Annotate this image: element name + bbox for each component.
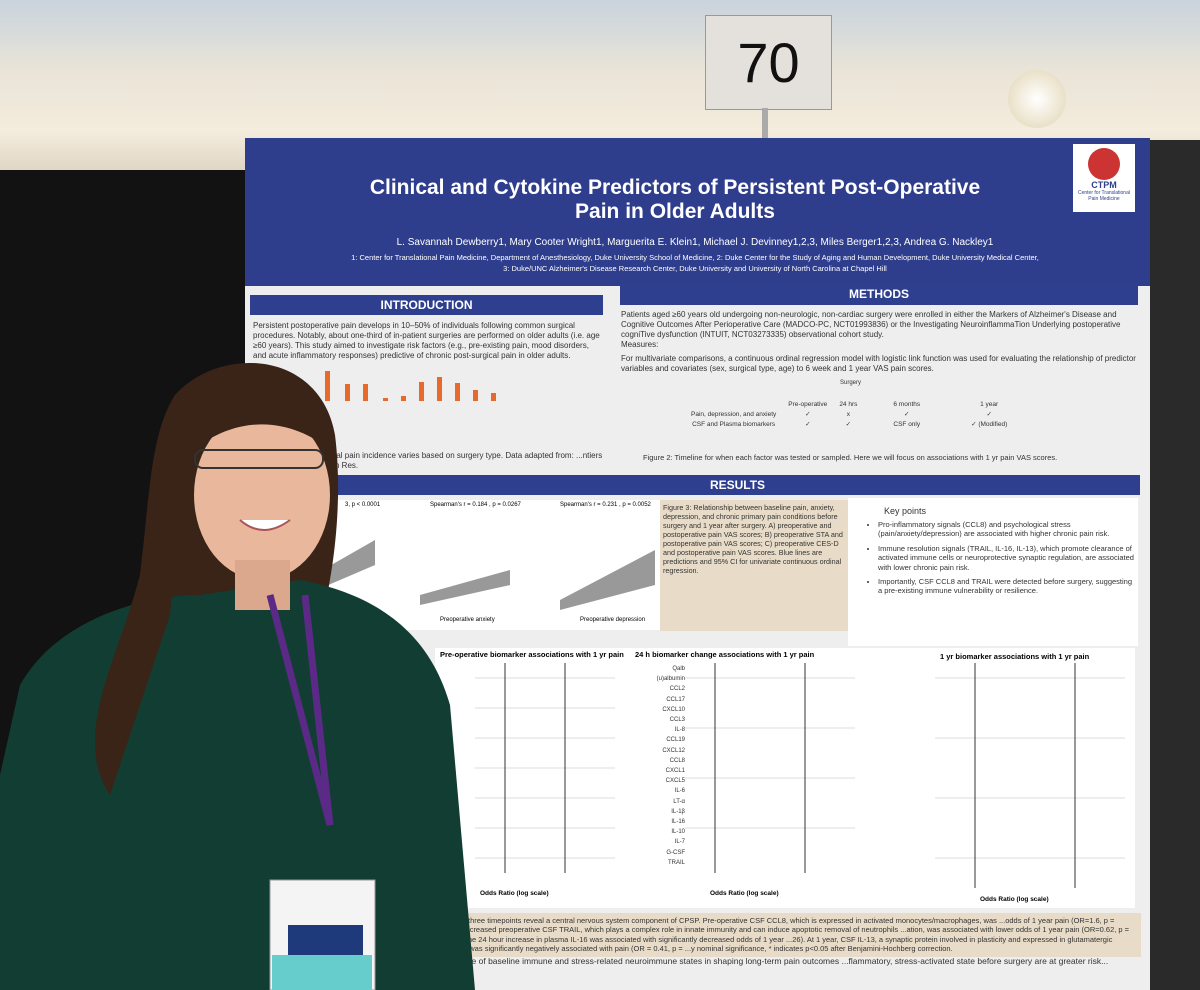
timeline-row: Pain, depression, and anxiety	[691, 410, 777, 418]
logo: CTPM Center for Translational Pain Medic…	[1073, 144, 1135, 212]
forest-label: CCL2	[669, 686, 685, 693]
scatter-xlabel: Preoperative depression	[580, 617, 646, 623]
forest-label: IL-1β	[671, 808, 685, 815]
forest-label: IL-10	[671, 829, 685, 836]
number-sign: 70	[705, 15, 832, 110]
axis-label: Odds Ratio (log scale)	[710, 890, 779, 897]
timeline-col: 6 months	[893, 401, 921, 408]
title-line: Clinical and Cytokine Predictors of Pers…	[369, 176, 981, 199]
title: Clinical and Cytokine Predictors of Pers…	[285, 176, 1065, 224]
forest-panel: Pre-operative biomarker associations wit…	[435, 648, 1135, 908]
forest-label: CCL17	[666, 696, 685, 703]
intro-heading: INTRODUCTION	[250, 295, 603, 315]
timeline-cell: ✓	[805, 411, 811, 418]
forest-label: (u)albumin	[656, 676, 685, 683]
forest-label: G-CSF	[666, 849, 685, 856]
scatter-xlabel: Preoperative anxiety	[440, 617, 495, 623]
timeline-cell: x	[846, 410, 850, 418]
forest-label: CXCL12	[662, 747, 685, 754]
affiliation: 3: Duke/UNC Alzheimer's Disease Research…	[503, 264, 887, 273]
key-point: Importantly, CSF CCL8 and TRAIL were det…	[878, 577, 1138, 596]
forest-title: 1 yr biomarker associations with 1 yr pa…	[940, 652, 1090, 661]
forest-title: 24 h biomarker change associations with …	[635, 650, 815, 659]
poster: CTPM Center for Translational Pain Medic…	[245, 138, 1150, 990]
axis-label: Odds Ratio (log scale)	[980, 896, 1049, 903]
timeline-cell: CSF only	[893, 420, 921, 428]
logo-name: CTPM	[1091, 180, 1117, 190]
methods-paragraph: For multivariate comparisons, a continuo…	[621, 354, 1136, 373]
methods-text: Patients aged ≥60 years old undergoing n…	[621, 310, 1136, 374]
intro-text: Persistent postoperative pain develops i…	[253, 321, 600, 360]
forest-label: LT-α	[673, 798, 685, 805]
intro-chart	[325, 371, 496, 401]
forest-labels: Qalb (u)albumin CCL2 CCL17 CXCL10 CCL3 IL-8 CCL…	[645, 664, 685, 868]
scatter-title: 3, p < 0.0001	[345, 502, 381, 508]
forest-label: CCL3	[669, 717, 685, 724]
results-heading: RESULTS	[335, 475, 1140, 495]
methods-caption: Figure 2: Timeline for when each factor …	[643, 453, 1058, 462]
key-points-heading: Key points	[884, 506, 927, 516]
wall-panel	[1150, 140, 1200, 990]
affiliations: 1: Center for Translational Pain Medicin…	[255, 252, 1135, 274]
forest-label: IL-8	[674, 727, 685, 734]
figure3-caption: Figure 3: Relationship between baseline …	[660, 500, 851, 631]
timeline-col: 1 year	[980, 401, 999, 408]
scatter-title: Spearman's r = 0.184 , p = 0.0267	[430, 502, 521, 508]
forest-label: Qalb	[672, 666, 685, 672]
affiliation: 1: Center for Translational Pain Medicin…	[351, 253, 1039, 262]
timeline-cell: ✓	[805, 421, 811, 428]
timeline-cell: ✓ (Modified)	[971, 421, 1008, 428]
methods-heading: METHODS	[620, 283, 1138, 305]
logo-subtitle: Center for Translational Pain Medicine	[1078, 190, 1130, 202]
timeline-cell: ✓	[986, 411, 992, 418]
title-banner	[245, 138, 1150, 286]
timeline-cell: ✓	[904, 411, 910, 418]
timeline-col: 24 hrs	[839, 401, 858, 408]
forest-label: CXCL5	[665, 778, 685, 785]
timeline-cell: ✓	[845, 421, 852, 428]
key-points: Key points Pro-inflammatory signals (CCL…	[848, 498, 1138, 646]
scatter-title: Spearman's r = 0.231 , p = 0.0052	[560, 502, 651, 508]
results-summary: ...vels at three timepoints reveal a cen…	[435, 913, 1141, 957]
key-point: Immune resolution signals (TRAIL, IL-16,…	[878, 544, 1138, 572]
forest-label: IL-16	[671, 819, 685, 826]
forest-title: Pre-operative biomarker associations wit…	[440, 650, 624, 659]
forest-label: CXCL1	[665, 768, 685, 775]
authors: L. Savannah Dewberry1, Mary Cooter Wrigh…	[396, 237, 994, 248]
surgery-label: Surgery	[840, 380, 862, 386]
forest-label: TRAIL	[667, 859, 685, 866]
forest-label: IL-6	[674, 788, 685, 795]
person	[0, 362, 475, 990]
conclusion: ...role of baseline immune and stress-re…	[455, 956, 1109, 966]
forest-label: CXCL10	[662, 706, 685, 713]
methods-paragraph: Patients aged ≥60 years old undergoing n…	[621, 310, 1121, 339]
light	[1008, 70, 1066, 128]
axis-label: Odds Ratio (log scale)	[480, 890, 549, 897]
forest-label: IL-7	[674, 839, 685, 846]
title-line: Pain in Older Adults	[575, 200, 775, 223]
clip	[762, 108, 768, 148]
key-point: Pro-inflammatory signals (CCL8) and psyc…	[878, 520, 1138, 539]
timeline-row: CSF and Plasma biomarkers	[692, 420, 776, 428]
forest-label: CCL8	[669, 757, 685, 764]
timeline: Pre-operative 24 hrs 6 months 1 year Pain, …	[685, 400, 1028, 429]
timeline-col: Pre-operative	[788, 401, 828, 408]
forest-grid	[475, 663, 1125, 888]
sign-number: 70	[737, 31, 800, 94]
forest-label: CCL19	[666, 737, 685, 744]
methods-paragraph: Measures:	[621, 340, 659, 349]
